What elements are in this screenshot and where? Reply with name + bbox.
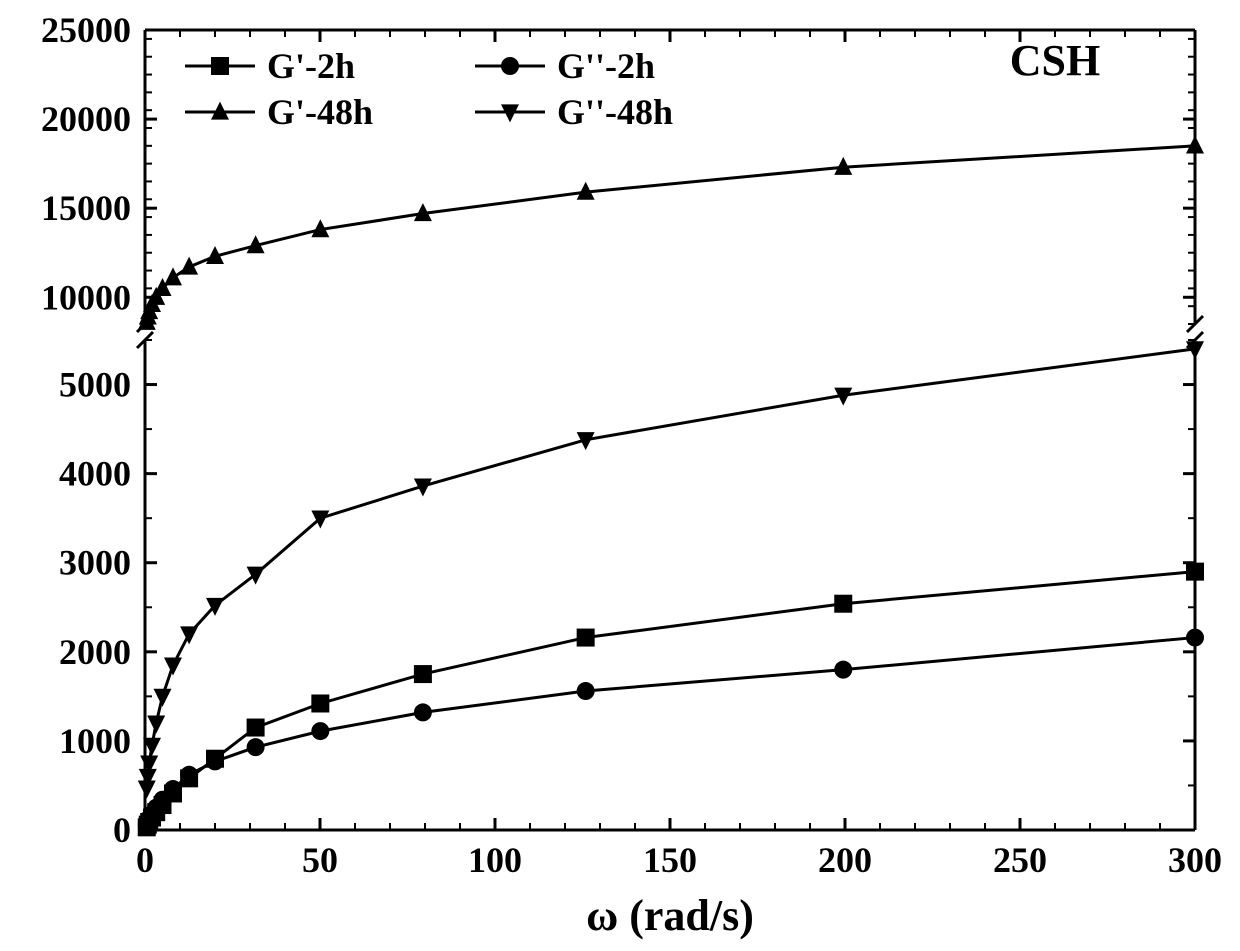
series-G'-48h	[138, 135, 1204, 329]
svg-text:20000: 20000	[41, 99, 131, 139]
svg-text:5000: 5000	[59, 365, 131, 405]
svg-text:250: 250	[993, 840, 1047, 880]
chart-container: 0501001502002503000100020003000400050001…	[0, 0, 1240, 951]
x-axis-label: ω (rad/s)	[586, 891, 754, 940]
svg-text:300: 300	[1168, 840, 1222, 880]
legend-label: G''-2h	[557, 46, 655, 86]
svg-text:25000: 25000	[41, 10, 131, 50]
legend-label: G'-48h	[267, 92, 373, 132]
series-G''-48h	[138, 341, 1204, 798]
svg-text:0: 0	[113, 810, 131, 850]
svg-text:3000: 3000	[59, 543, 131, 583]
series-G''-2h	[138, 629, 1204, 834]
svg-text:200: 200	[818, 840, 872, 880]
svg-text:15000: 15000	[41, 188, 131, 228]
svg-text:150: 150	[643, 840, 697, 880]
svg-text:1000: 1000	[59, 721, 131, 761]
svg-text:2000: 2000	[59, 632, 131, 672]
legend-label: G''-48h	[557, 92, 673, 132]
chart-annotation: CSH	[1010, 36, 1100, 85]
legend-label: G'-2h	[267, 46, 355, 86]
series-G'-2h	[138, 563, 1204, 837]
svg-text:10000: 10000	[41, 277, 131, 317]
svg-text:0: 0	[136, 840, 154, 880]
svg-text:50: 50	[302, 840, 338, 880]
svg-text:4000: 4000	[59, 454, 131, 494]
svg-text:100: 100	[468, 840, 522, 880]
chart-svg: 0501001502002503000100020003000400050001…	[0, 0, 1240, 951]
legend: G'-2h G''-2h G'-48h G''-48h	[185, 46, 673, 132]
